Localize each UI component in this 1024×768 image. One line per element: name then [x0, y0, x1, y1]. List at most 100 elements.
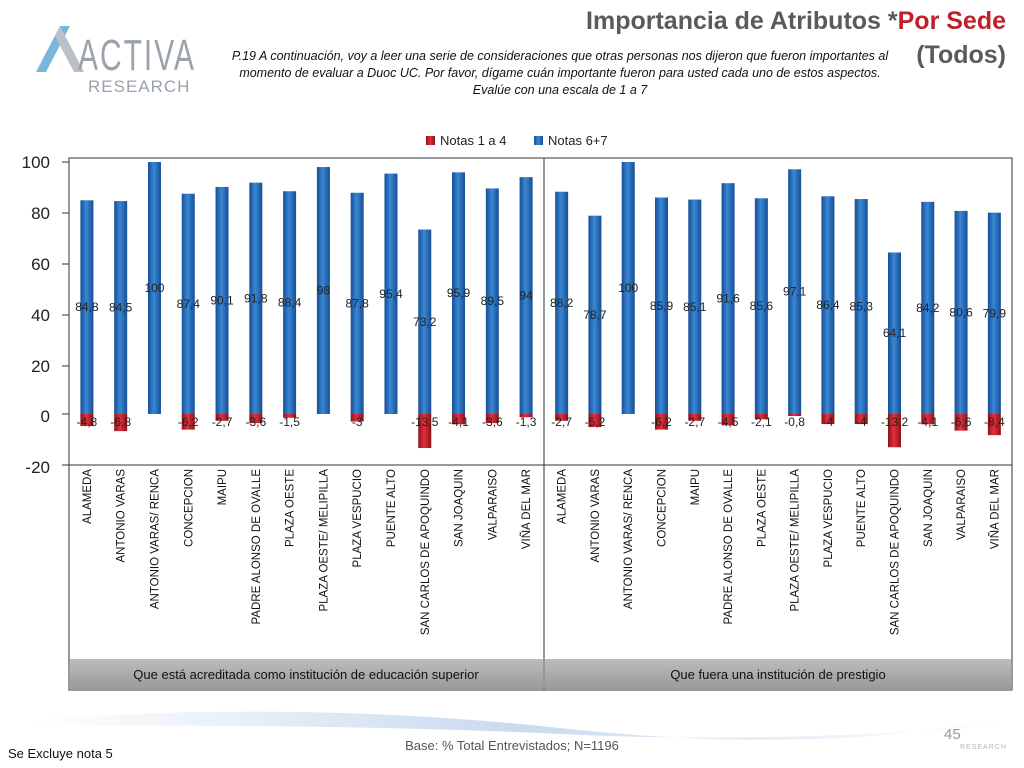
bar-notas-1-4 — [788, 414, 802, 417]
data-label-notas-1-4: -3,6 — [245, 415, 266, 429]
group-label-box — [545, 659, 1011, 689]
category-label: VALPARAISO — [487, 469, 499, 540]
category-label: MAIPU — [690, 469, 702, 505]
category-label: PLAZA OESTE — [756, 469, 768, 547]
bar-notas-1-4 — [418, 414, 432, 449]
bar-notas-1-4 — [655, 414, 668, 430]
data-label-notas-1-4: -1,3 — [516, 415, 537, 429]
footer-watermark: RESEARCH — [960, 744, 1007, 751]
category-label: ANTONIO VARAS/ RENCA — [623, 469, 635, 609]
category-label: PADRE ALONSO DE OVALLE — [251, 469, 263, 625]
category-label: PLAZA OESTE/ MELIPILLA — [790, 469, 802, 612]
data-label-notas-1-4: -6,2 — [178, 415, 199, 429]
bar-notas-1-4 — [921, 414, 935, 425]
data-label-notas-6-7: 100 — [144, 281, 164, 295]
footer-swoosh — [30, 711, 1000, 740]
bar-notas-6-7 — [921, 201, 935, 414]
question-text: P.19 A continuación, voy a leer una seri… — [231, 49, 889, 97]
logo-main-text: ACTIVA — [78, 31, 196, 80]
category-label: SAN JOAQUIN — [454, 469, 466, 547]
bar-notas-1-4 — [954, 414, 968, 431]
bar-notas-6-7 — [519, 177, 533, 414]
data-label-notas-6-7: 91,8 — [244, 291, 268, 305]
category-label: PLAZA VESPUCIO — [352, 469, 364, 567]
bar-notas-1-4 — [688, 414, 702, 421]
legend-label-low: Notas 1 a 4 — [440, 133, 507, 148]
category-label: VALPARAISO — [956, 469, 968, 540]
category-label: ALAMEDA — [557, 469, 569, 524]
data-label-notas-6-7: 84,5 — [109, 301, 133, 315]
bar-notas-1-4 — [721, 414, 735, 426]
data-label-notas-6-7: 87,4 — [177, 297, 201, 311]
bar-notas-1-4 — [249, 414, 263, 424]
bar-notas-1-4 — [821, 414, 835, 425]
base-note: Base: % Total Entrevistados; N=1196 — [405, 738, 619, 753]
category-label: ANTONIO VARAS — [116, 469, 128, 563]
bar-notas-1-4 — [350, 414, 364, 422]
bar-notas-1-4 — [485, 414, 499, 424]
data-label-notas-1-4: -1,5 — [279, 415, 300, 429]
bar-notas-6-7 — [621, 162, 635, 414]
activa-research-logo: ACTIVA RESEARCH — [36, 26, 196, 96]
bar-notas-6-7 — [181, 193, 195, 414]
bar-notas-6-7 — [721, 183, 735, 414]
category-label: MAIPU — [217, 469, 229, 505]
data-label-notas-6-7: 95,9 — [447, 286, 471, 300]
data-label-notas-6-7: 85,1 — [683, 300, 707, 314]
page-number: 45 — [944, 726, 961, 743]
category-label: SAN CARLOS DE APOQUINDO — [420, 469, 432, 635]
bar-notas-6-7 — [249, 182, 263, 414]
bar-notas-1-4 — [80, 414, 94, 427]
data-label-notas-6-7: 85,3 — [850, 300, 874, 314]
data-label-notas-1-4: -6,2 — [651, 415, 672, 429]
bar-notas-6-7 — [215, 186, 229, 414]
data-label-notas-6-7: 88,4 — [278, 296, 302, 310]
bar-notas-1-4 — [588, 414, 602, 428]
y-axis-tick-labels: 100 80 60 40 20 0 -20 — [22, 153, 50, 477]
bar-notas-1-4 — [452, 414, 466, 425]
data-label-notas-1-4: -4,1 — [917, 415, 938, 429]
bar-notas-6-7 — [821, 196, 835, 414]
bar-notas-6-7 — [114, 201, 128, 414]
bar-notas-1-4 — [181, 414, 195, 430]
data-label-notas-6-7: 80,6 — [949, 305, 973, 319]
data-label-notas-6-7: 78,7 — [583, 308, 607, 322]
data-label-notas-1-4: -6,6 — [951, 415, 972, 429]
title-main: Importancia de Atributos * — [586, 7, 898, 35]
bar-notas-1-4 — [283, 414, 297, 418]
category-label: CONCEPCION — [183, 469, 195, 547]
bar-notas-6-7 — [688, 199, 702, 414]
category-label: PLAZA OESTE — [285, 469, 297, 547]
bar-notas-6-7 — [588, 215, 602, 414]
title-accent: Por Sede — [897, 7, 1006, 35]
bar-notas-6-7 — [350, 192, 364, 414]
data-label-notas-6-7: 100 — [618, 281, 638, 295]
data-label-notas-6-7: 89,5 — [481, 294, 505, 308]
bar-notas-1-4 — [215, 414, 229, 421]
data-label-notas-1-4: -5,2 — [585, 415, 606, 429]
legend-swatch-low — [426, 136, 435, 145]
data-label-notas-1-4: -4,5 — [718, 415, 739, 429]
data-label-notas-1-4: -2,7 — [551, 415, 572, 429]
bar-notas-6-7 — [147, 162, 161, 414]
category-label: ANTONIO VARAS — [590, 469, 602, 563]
bar-notas-6-7 — [485, 188, 499, 414]
bar-notas-1-4 — [114, 414, 128, 432]
data-label-notas-6-7: 84,2 — [916, 301, 940, 315]
bar-notas-6-7 — [987, 212, 1001, 414]
data-label-notas-6-7: 73,2 — [413, 315, 437, 329]
data-label-notas-6-7: 91,6 — [716, 292, 740, 306]
data-label-notas-1-4: -2,1 — [751, 415, 772, 429]
group-label-boxes: Que está acreditada como institución de … — [70, 659, 1011, 689]
data-label-notas-6-7: 86,4 — [816, 298, 840, 312]
data-label-notas-6-7: 87,8 — [345, 296, 369, 310]
bar-notas-6-7 — [788, 169, 802, 414]
bar-notas-1-4 — [888, 414, 901, 448]
data-label-notas-1-4: -13,2 — [881, 415, 909, 429]
y-tick-label: 20 — [31, 357, 50, 376]
plot-frame — [62, 157, 1013, 691]
category-label: PADRE ALONSO DE OVALLE — [723, 469, 735, 625]
data-label-notas-6-7: 95,4 — [379, 287, 403, 301]
page-title: Importancia de Atributos *Por Sede (Todo… — [586, 4, 1006, 72]
